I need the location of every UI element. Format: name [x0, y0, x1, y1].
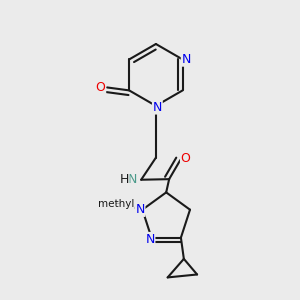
Text: methyl: methyl	[98, 199, 134, 209]
Text: O: O	[181, 152, 190, 165]
Text: N: N	[145, 232, 155, 246]
Text: N: N	[135, 203, 145, 216]
Text: H: H	[119, 172, 129, 186]
Text: N: N	[153, 101, 162, 114]
Text: O: O	[96, 81, 106, 94]
Text: N: N	[182, 53, 191, 66]
Text: N: N	[128, 172, 138, 186]
Text: methyl: methyl	[116, 202, 120, 203]
